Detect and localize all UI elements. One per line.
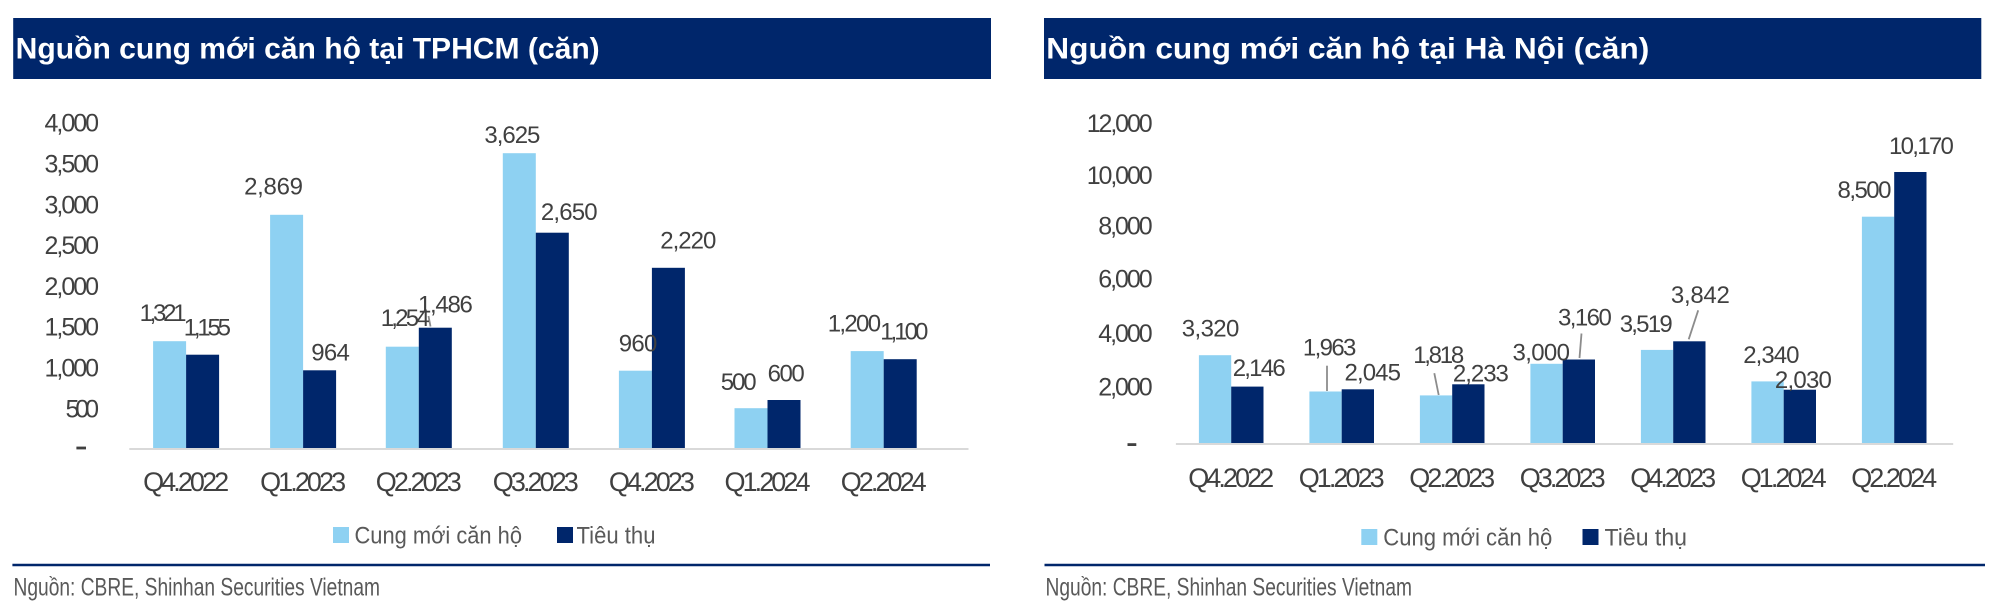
svg-text:2,000: 2,000: [1098, 373, 1153, 401]
svg-text:10,000: 10,000: [1087, 162, 1153, 190]
svg-text:Nguồn: CBRE, Shinhan Securitie: Nguồn: CBRE, Shinhan Securities Vietnam: [1046, 574, 1413, 602]
svg-text:2,146: 2,146: [1233, 355, 1286, 382]
svg-text:500: 500: [721, 369, 757, 396]
svg-text:2,340: 2,340: [1743, 342, 1799, 369]
svg-text:600: 600: [768, 361, 805, 388]
svg-text:3,000: 3,000: [1513, 340, 1571, 367]
svg-text:1,500: 1,500: [45, 314, 100, 342]
svg-text:500: 500: [66, 395, 100, 423]
svg-text:8,500: 8,500: [1838, 177, 1892, 204]
svg-text:1,963: 1,963: [1303, 335, 1357, 362]
svg-text:3,000: 3,000: [45, 191, 100, 219]
svg-text:Q2.2023: Q2.2023: [376, 467, 462, 497]
svg-text:Q3.2023: Q3.2023: [1520, 463, 1606, 493]
svg-text:3,500: 3,500: [45, 151, 100, 179]
svg-text:Tiêu thụ: Tiêu thụ: [577, 523, 656, 550]
svg-text:6,000: 6,000: [1098, 266, 1153, 294]
svg-text:8,000: 8,000: [1098, 213, 1153, 241]
svg-text:Q1.2024: Q1.2024: [1741, 463, 1827, 493]
svg-text:2,030: 2,030: [1775, 367, 1832, 394]
svg-text:1,100: 1,100: [880, 318, 928, 345]
svg-text:Q4.2022: Q4.2022: [143, 467, 229, 497]
svg-text:Q2.2024: Q2.2024: [1851, 463, 1937, 493]
svg-text:Nguồn cung mới căn hộ tại TPHC: Nguồn cung mới căn hộ tại TPHCM (căn): [16, 33, 600, 66]
svg-text:2,045: 2,045: [1345, 359, 1402, 386]
svg-text:2,220: 2,220: [660, 227, 716, 254]
svg-text:1,321: 1,321: [140, 300, 187, 327]
svg-text:4,000: 4,000: [1098, 320, 1153, 348]
svg-text:2,233: 2,233: [1453, 361, 1509, 388]
svg-text:Nguồn cung mới căn hộ tại Hà N: Nguồn cung mới căn hộ tại Hà Nội (căn): [1046, 33, 1649, 66]
svg-text:3,842: 3,842: [1671, 282, 1730, 309]
svg-text:Tiêu thụ: Tiêu thụ: [1605, 525, 1688, 552]
svg-text:1,254: 1,254: [381, 305, 430, 332]
svg-text:1,486: 1,486: [418, 292, 473, 319]
svg-text:1,200: 1,200: [828, 310, 881, 337]
svg-text:1,818: 1,818: [1413, 342, 1464, 369]
svg-text:2,000: 2,000: [45, 273, 100, 301]
svg-text:Q3.2023: Q3.2023: [493, 467, 579, 497]
svg-text:2,500: 2,500: [45, 232, 100, 260]
svg-text:3,519: 3,519: [1620, 311, 1673, 338]
svg-text:Q2.2023: Q2.2023: [1409, 463, 1495, 493]
svg-text:Q1.2024: Q1.2024: [725, 467, 811, 497]
svg-text:Q2.2024: Q2.2024: [841, 467, 927, 497]
svg-text:2,650: 2,650: [541, 199, 598, 226]
svg-text:10,170: 10,170: [1889, 133, 1954, 160]
svg-text:3,625: 3,625: [484, 122, 540, 149]
svg-text:Nguồn: CBRE, Shinhan Securitie: Nguồn: CBRE, Shinhan Securities Vietnam: [14, 574, 381, 602]
svg-text:964: 964: [311, 340, 350, 367]
svg-text:12,000: 12,000: [1087, 110, 1153, 138]
svg-text:Q1.2023: Q1.2023: [1299, 463, 1385, 493]
svg-text:Cung mới căn hộ: Cung mới căn hộ: [1383, 525, 1552, 552]
svg-text:Q4.2023: Q4.2023: [1630, 463, 1716, 493]
svg-text:Cung mới căn hộ: Cung mới căn hộ: [355, 523, 523, 550]
svg-text:3,160: 3,160: [1558, 305, 1612, 332]
svg-text:4,000: 4,000: [45, 110, 100, 138]
svg-text:Q4.2023: Q4.2023: [609, 467, 695, 497]
svg-text:1,000: 1,000: [45, 355, 100, 383]
svg-text:960: 960: [619, 331, 658, 358]
svg-text:2,869: 2,869: [244, 174, 303, 201]
svg-text:Q1.2023: Q1.2023: [260, 467, 346, 497]
svg-text:3,320: 3,320: [1182, 316, 1240, 343]
svg-text:Q4.2022: Q4.2022: [1188, 463, 1274, 493]
svg-text:1,155: 1,155: [184, 315, 231, 342]
